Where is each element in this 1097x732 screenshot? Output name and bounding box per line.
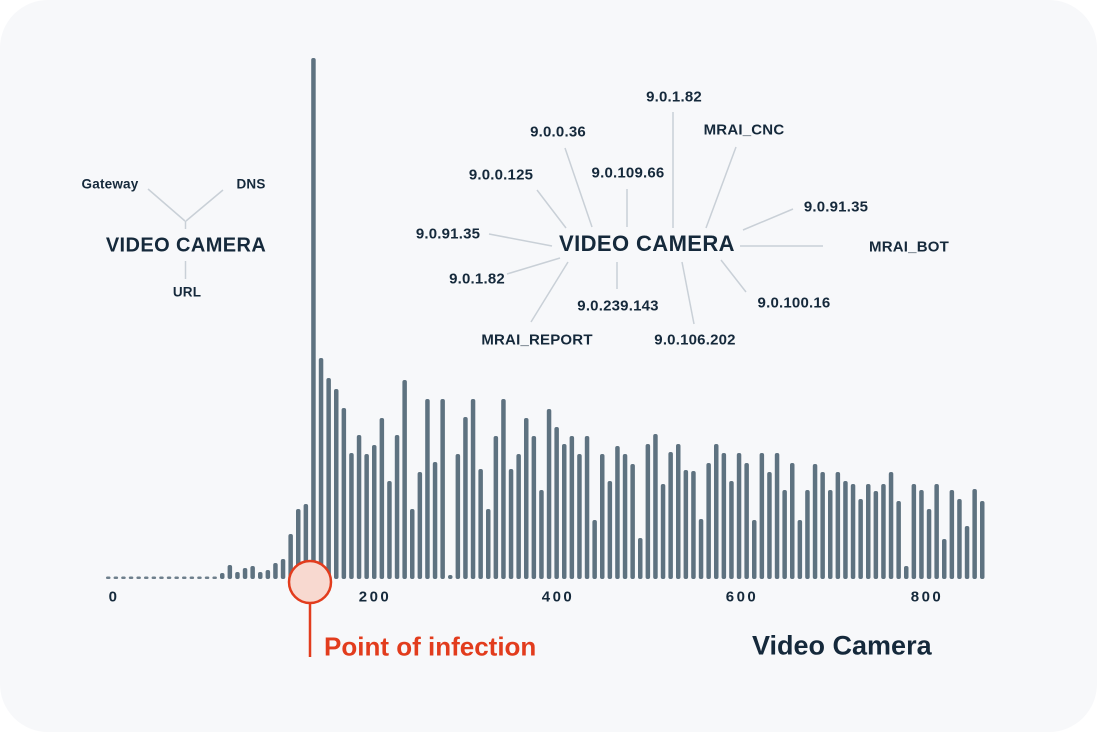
node-label-ip-9-0-100-16: 9.0.100.16 — [757, 294, 831, 312]
traffic-bars — [106, 58, 985, 579]
node-label-mrai-cnc: MRAI_CNC — [703, 121, 785, 139]
node-label-mrai-bot: MRAI_BOT — [869, 238, 949, 256]
node-label-ip-9-0-0-125: 9.0.0.125 — [468, 166, 534, 184]
point-of-infection-marker — [287, 559, 333, 657]
node-label-ip-9-0-106-202: 9.0.106.202 — [654, 331, 736, 349]
point-of-infection-caption: Point of infection — [324, 631, 537, 662]
x-axis-tick-800: 800 — [910, 588, 944, 606]
node-label-ip-9-0-1-82-top: 9.0.1.82 — [646, 88, 702, 106]
node-label-url: URL — [172, 284, 202, 300]
x-axis-tick-0: 0 — [108, 588, 120, 606]
device-map-lines — [147, 188, 224, 279]
x-axis-tick-600: 600 — [725, 588, 759, 606]
x-axis-tick-200: 200 — [358, 588, 392, 606]
node-label-mrai-report: MRAI_REPORT — [481, 331, 593, 349]
threat-map-title: VIDEO CAMERA — [559, 231, 735, 256]
node-label-ip-9-0-91-35-left: 9.0.91.35 — [415, 225, 481, 243]
threat-map-lines — [488, 112, 823, 325]
node-label-ip-9-0-109-66: 9.0.109.66 — [591, 164, 665, 182]
node-label-dns: DNS — [236, 176, 266, 192]
device-map-title: VIDEO CAMERA — [105, 234, 267, 257]
node-label-ip-9-0-91-35-right: 9.0.91.35 — [803, 198, 869, 216]
device-caption: Video Camera — [752, 630, 932, 661]
node-label-ip-9-0-239-143: 9.0.239.143 — [577, 297, 659, 315]
node-label-ip-9-0-0-36: 9.0.0.36 — [530, 123, 586, 141]
node-label-gateway: Gateway — [81, 176, 139, 192]
node-label-ip-9-0-1-82-left: 9.0.1.82 — [449, 270, 505, 288]
x-axis-tick-400: 400 — [541, 588, 575, 606]
